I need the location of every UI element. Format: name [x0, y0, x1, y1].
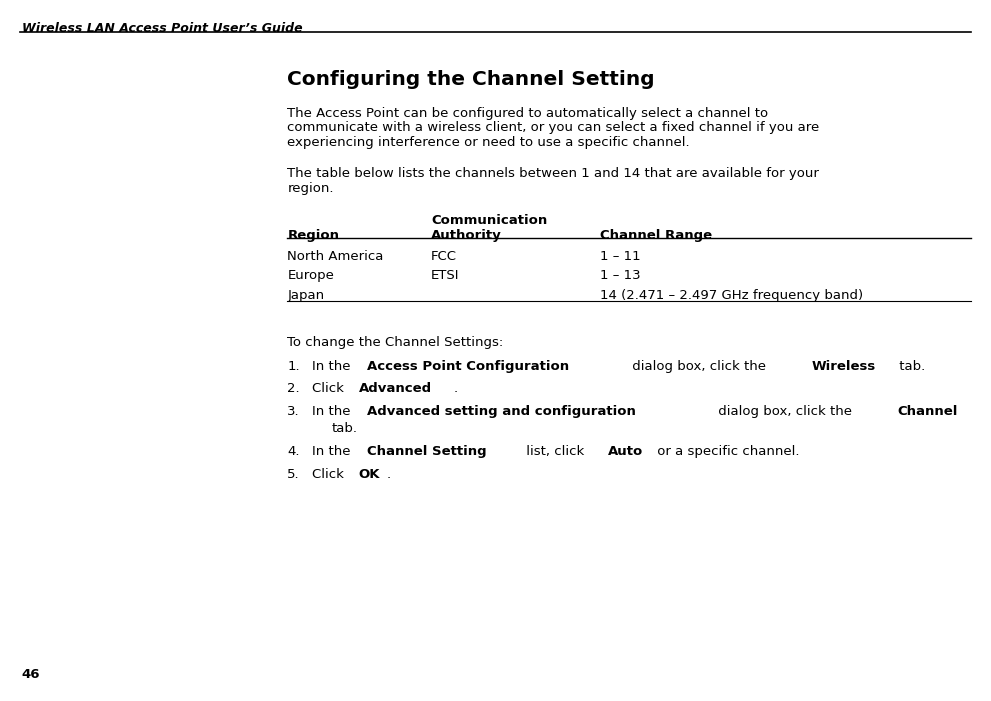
- Text: Channel: Channel: [898, 405, 958, 418]
- Text: Wireless: Wireless: [812, 360, 876, 373]
- Text: To change the Channel Settings:: To change the Channel Settings:: [287, 336, 503, 350]
- Text: 46: 46: [22, 668, 41, 681]
- Text: tab.: tab.: [895, 360, 925, 373]
- Text: Channel Range: Channel Range: [600, 229, 712, 242]
- Text: The table below lists the channels between 1 and 14 that are available for your: The table below lists the channels betwe…: [287, 167, 820, 180]
- Text: Authority: Authority: [431, 229, 501, 242]
- Text: In the: In the: [312, 360, 355, 373]
- Text: dialog box, click the: dialog box, click the: [715, 405, 856, 418]
- Text: FCC: FCC: [431, 250, 457, 263]
- Text: 14 (2.471 – 2.497 GHz frequency band): 14 (2.471 – 2.497 GHz frequency band): [600, 289, 863, 302]
- Text: Click: Click: [312, 382, 348, 395]
- Text: 1.: 1.: [287, 360, 300, 373]
- Text: Advanced: Advanced: [359, 382, 432, 395]
- Text: 2.: 2.: [287, 382, 300, 395]
- Text: .: .: [453, 382, 457, 395]
- Text: OK: OK: [359, 468, 381, 481]
- Text: 3.: 3.: [287, 405, 300, 418]
- Text: Click: Click: [312, 468, 348, 481]
- Text: list, click: list, click: [521, 445, 589, 458]
- Text: 4.: 4.: [287, 445, 300, 458]
- Text: Access Point Configuration: Access Point Configuration: [368, 360, 570, 373]
- Text: or a specific channel.: or a specific channel.: [653, 445, 800, 458]
- Text: dialog box, click the: dialog box, click the: [628, 360, 770, 373]
- Text: The Access Point can be configured to automatically select a channel to: The Access Point can be configured to au…: [287, 107, 768, 120]
- Text: Japan: Japan: [287, 289, 324, 302]
- Text: .: .: [386, 468, 390, 481]
- Text: Wireless LAN Access Point User’s Guide: Wireless LAN Access Point User’s Guide: [22, 22, 302, 36]
- Text: North America: North America: [287, 250, 384, 263]
- Text: Communication: Communication: [431, 214, 547, 227]
- Text: 1 – 13: 1 – 13: [600, 269, 640, 283]
- Text: In the: In the: [312, 405, 355, 418]
- Text: Configuring the Channel Setting: Configuring the Channel Setting: [287, 70, 655, 89]
- Text: region.: region.: [287, 182, 334, 195]
- Text: In the: In the: [312, 445, 355, 458]
- Text: experiencing interference or need to use a specific channel.: experiencing interference or need to use…: [287, 136, 690, 149]
- Text: Region: Region: [287, 229, 339, 242]
- Text: Auto: Auto: [607, 445, 643, 458]
- Text: ETSI: ETSI: [431, 269, 460, 283]
- Text: Advanced setting and configuration: Advanced setting and configuration: [368, 405, 636, 418]
- Text: 1 – 11: 1 – 11: [600, 250, 640, 263]
- Text: Channel Setting: Channel Setting: [368, 445, 487, 458]
- Text: tab.: tab.: [332, 422, 358, 435]
- Text: communicate with a wireless client, or you can select a fixed channel if you are: communicate with a wireless client, or y…: [287, 121, 820, 135]
- Text: 5.: 5.: [287, 468, 300, 481]
- Text: Europe: Europe: [287, 269, 334, 283]
